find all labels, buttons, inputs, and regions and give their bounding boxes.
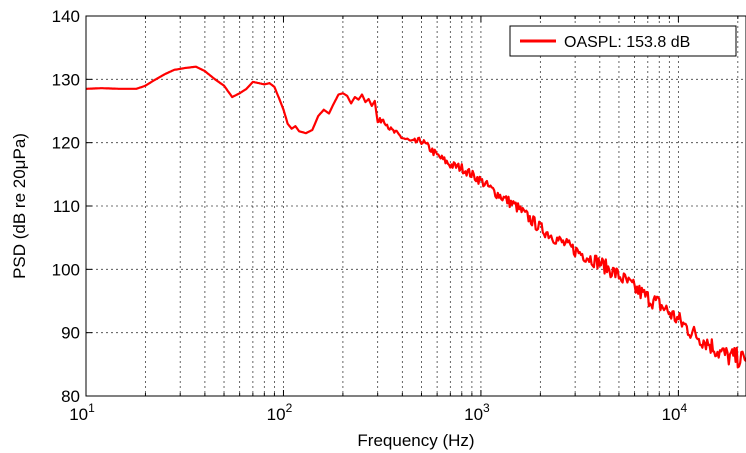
y-tick-label: 100 xyxy=(52,260,80,279)
x-tick-label: 103 xyxy=(464,401,490,424)
y-tick-label: 120 xyxy=(52,134,80,153)
ticks xyxy=(86,15,739,397)
x-axis-label: Frequency (Hz) xyxy=(357,431,474,450)
x-tick-label: 101 xyxy=(69,401,95,424)
y-tick-label: 90 xyxy=(61,324,80,343)
tick-labels: 80 90 100 110 120 130 140 101 102 103 104 xyxy=(52,7,688,424)
grid xyxy=(86,16,746,396)
y-tick-label: 140 xyxy=(52,7,80,26)
y-tick-label: 130 xyxy=(52,70,80,89)
series-layer xyxy=(86,65,746,369)
legend-label: OASPL: 153.8 dB xyxy=(564,34,690,51)
legend: OASPL: 153.8 dB xyxy=(509,25,737,57)
y-tick-label: 110 xyxy=(53,197,80,216)
x-tick-label: 102 xyxy=(267,401,293,424)
x-tick-label: 104 xyxy=(662,401,688,424)
y-tick-label: 80 xyxy=(61,387,80,406)
series-line xyxy=(86,65,746,369)
y-axis-label: PSD (dB re 20μPa) xyxy=(10,133,29,279)
